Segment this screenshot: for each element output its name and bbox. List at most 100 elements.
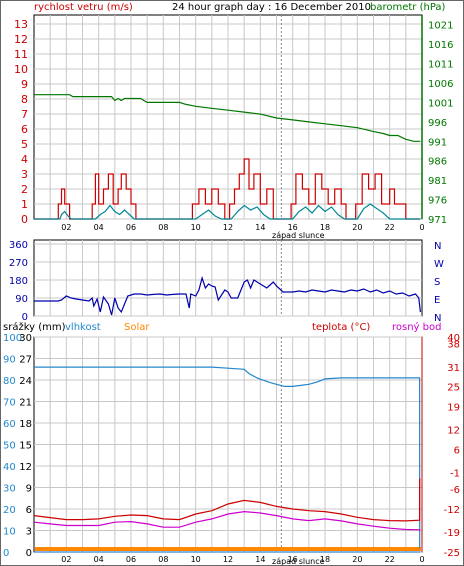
wind-pressure-x-tick: 20 — [352, 223, 362, 232]
wind-pressure-x-tick: 10 — [191, 223, 201, 232]
wind-y-tick: 9 — [21, 78, 28, 91]
pressure-y-tick: 1011 — [428, 60, 453, 71]
wind-pressure-x-tick: 14 — [255, 223, 265, 232]
compass-label: E — [434, 295, 440, 306]
temperature-legend: teplota (°C) — [312, 322, 370, 333]
pressure-y-tick: 1006 — [428, 79, 453, 90]
rain-y-tick: 24 — [19, 376, 32, 387]
humidity-y-tick: 50 — [3, 441, 16, 452]
wind-y-tick: 6 — [21, 123, 28, 136]
pressure-y-tick: 976 — [428, 196, 447, 207]
wind-y-tick: 10 — [14, 63, 28, 76]
temperature-humidity-x-tick: 04 — [94, 555, 104, 564]
compass-label: W — [434, 259, 444, 270]
temperature-y-tick: -6 — [450, 485, 460, 496]
wind-speed-axis-label: rychlost vetru (m/s) — [34, 2, 133, 13]
temperature-humidity-x-tick: 14 — [255, 555, 265, 564]
temperature-humidity-x-tick: 12 — [223, 555, 233, 564]
rain-y-tick: 21 — [19, 398, 32, 409]
temperature-y-tick: -25 — [444, 548, 460, 559]
humidity-y-tick: 60 — [3, 419, 16, 430]
humidity-y-tick: 90 — [3, 355, 16, 366]
rain-legend: srážky (mm) — [3, 321, 66, 333]
temperature-y-tick: 12 — [447, 426, 460, 437]
direction-y-tick: 360 — [9, 240, 28, 251]
humidity-y-tick: 20 — [3, 505, 16, 516]
temperature-humidity-x-tick: 0 — [419, 555, 424, 564]
pressure-y-tick: 971 — [428, 215, 447, 226]
temperature-y-tick: 25 — [447, 383, 460, 394]
temperature-y-tick: 40 — [447, 333, 460, 344]
direction-y-tick: 270 — [9, 258, 28, 269]
wind-y-tick: 13 — [14, 18, 28, 31]
temperature-humidity-x-tick: 02 — [61, 555, 71, 564]
wind-pressure-x-tick: 12 — [223, 223, 233, 232]
pressure-y-tick: 986 — [428, 157, 447, 168]
wind-pressure-panel: 0123456789101112139719769819869919961001… — [14, 14, 453, 232]
direction-y-tick: 90 — [15, 294, 28, 305]
wind-pressure-x-tick: 18 — [320, 223, 330, 232]
solar-legend: Solar — [124, 322, 150, 333]
humidity-y-tick: 0 — [3, 548, 9, 559]
rain-y-tick: 3 — [26, 527, 32, 538]
temperature-humidity-x-tick: 10 — [191, 555, 201, 564]
pressure-y-tick: 1021 — [428, 21, 453, 32]
wind-y-tick: 4 — [21, 153, 28, 166]
rain-y-tick: 12 — [19, 462, 32, 473]
temperature-humidity-x-tick: 08 — [158, 555, 168, 564]
temperature-y-tick: -12 — [444, 505, 460, 516]
wind-pressure-x-tick: 08 — [158, 223, 168, 232]
rain-y-tick: 15 — [19, 441, 32, 452]
pressure-y-tick: 1001 — [428, 98, 453, 109]
direction-y-tick: 180 — [9, 276, 28, 287]
humidity-y-tick: 80 — [3, 376, 16, 387]
temperature-humidity-x-tick: 22 — [385, 555, 395, 564]
rain-y-tick: 27 — [19, 355, 32, 366]
sunset-label-bottom: západ slunce — [272, 557, 325, 566]
compass-label: N — [434, 241, 441, 252]
humidity-y-tick: 30 — [3, 484, 16, 495]
pressure-y-tick: 991 — [428, 137, 447, 148]
temperature-y-tick: 19 — [447, 402, 460, 413]
wind-y-tick: 1 — [21, 198, 28, 211]
humidity-y-tick: 10 — [3, 527, 16, 538]
wind-y-tick: 3 — [21, 168, 28, 181]
pressure-y-tick: 1016 — [428, 40, 453, 51]
wind-y-tick: 11 — [14, 48, 28, 61]
temperature-humidity-x-tick: 16 — [288, 555, 298, 564]
solar-band — [35, 547, 421, 551]
wind-average-line — [34, 203, 421, 220]
rain-y-tick: 30 — [19, 333, 32, 344]
chart-title: 24 hour graph day : 16 December 2010 — [172, 2, 371, 13]
wind-y-tick: 0 — [21, 213, 28, 226]
pressure-line — [34, 94, 421, 142]
wind-pressure-x-tick: 04 — [94, 223, 104, 232]
rain-y-tick: 18 — [19, 419, 32, 430]
dewpoint-line — [33, 510, 421, 531]
rain-y-tick: 0 — [26, 548, 32, 559]
wind-y-tick: 2 — [21, 183, 28, 196]
direction-y-tick: 0 — [22, 312, 28, 323]
humidity-y-tick: 70 — [3, 398, 16, 409]
humidity-legend: vlhkost — [65, 322, 101, 333]
wind-pressure-x-tick: 02 — [61, 223, 71, 232]
temperature-humidity-x-tick: 06 — [126, 555, 136, 564]
temperature-humidity-x-tick: 18 — [320, 555, 330, 564]
compass-label: S — [434, 277, 440, 288]
compass-label: N — [434, 313, 441, 324]
wind-y-tick: 7 — [21, 108, 28, 121]
wind-direction-line — [34, 275, 421, 316]
temperature-y-tick: 31 — [447, 363, 460, 374]
wind-pressure-x-tick: 0 — [419, 223, 424, 232]
sunset-label-top: západ slunce — [272, 231, 325, 240]
pressure-y-tick: 981 — [428, 176, 447, 187]
temperature-y-tick: 6 — [454, 445, 460, 456]
temperature-y-tick: -1 — [450, 469, 460, 480]
wind-gust-line — [34, 158, 421, 220]
wind-y-tick: 12 — [14, 33, 28, 46]
temperature-line — [33, 478, 421, 522]
